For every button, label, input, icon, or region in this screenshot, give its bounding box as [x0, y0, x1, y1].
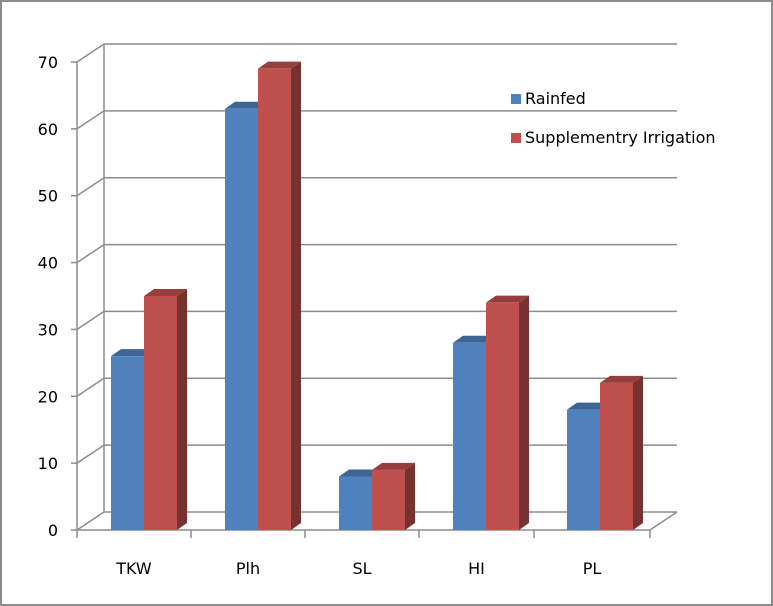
bar-side-face: [405, 462, 415, 530]
bar-front-face: [567, 409, 600, 530]
x-tick-label: Plh: [236, 559, 260, 578]
x-tick-label: TKW: [115, 559, 152, 578]
bar-top-face: [600, 375, 643, 383]
bar-top-face: [567, 402, 610, 410]
bar-top-face: [339, 469, 382, 477]
bar-front-face: [225, 108, 258, 531]
bar: [372, 462, 415, 530]
bar-front-face: [258, 68, 291, 530]
x-tick-label: PL: [583, 559, 602, 578]
legend-swatch: [511, 94, 521, 104]
bar-top-face: [486, 295, 529, 303]
y-tick-label: 40: [38, 254, 58, 273]
bar-top-face: [258, 61, 301, 69]
legend-label: Rainfed: [525, 89, 586, 108]
bar: [486, 295, 529, 530]
legend-swatch: [511, 133, 521, 143]
x-tick-label: SL: [352, 559, 371, 578]
bar-top-face: [225, 101, 268, 109]
bar-front-face: [111, 356, 144, 530]
x-tick-label: HI: [468, 559, 485, 578]
bar-front-face: [486, 302, 519, 530]
bar-side-face: [291, 61, 301, 530]
bar-side-face: [177, 289, 187, 530]
gridline-connector: [76, 43, 105, 63]
legend-item: Rainfed: [511, 89, 586, 108]
y-tick-label: 50: [38, 187, 58, 206]
bar-side-face: [519, 295, 529, 530]
bar-top-face: [453, 335, 496, 343]
legend-item: Supplementry Irrigation: [511, 128, 716, 147]
bar-top-face: [372, 462, 415, 470]
gridline-connector: [76, 310, 105, 331]
gridline-connector: [76, 243, 105, 264]
gridline-connector: [76, 444, 105, 464]
legend-label: Supplementry Irrigation: [525, 128, 716, 147]
bar-front-face: [453, 342, 486, 530]
bar-front-face: [144, 296, 177, 530]
gridline-connector: [76, 511, 105, 531]
bar-top-face: [144, 289, 187, 296]
y-tick-label: 0: [48, 521, 58, 540]
gridline-connector: [76, 177, 105, 197]
y-tick-label: 20: [38, 387, 58, 406]
bar: [600, 375, 643, 530]
y-tick-label: 70: [38, 53, 58, 72]
gridline-connector: [76, 110, 105, 130]
legend: Rainfed Supplementry Irrigation: [511, 89, 716, 147]
bar: [144, 289, 187, 530]
y-tick-label: 10: [38, 454, 58, 473]
bar-front-face: [600, 382, 633, 530]
bars: [111, 61, 643, 531]
bar-side-face: [633, 375, 643, 530]
bar: [258, 61, 301, 530]
y-tick-label: 30: [38, 320, 58, 339]
y-tick-labels: 0 10 20 30 40 50 60 70: [38, 53, 58, 540]
gridline-connector: [76, 377, 105, 397]
bar-front-face: [372, 469, 405, 530]
bar-front-face: [339, 476, 372, 530]
floor-right-edge: [649, 511, 678, 531]
bar-top-face: [111, 349, 154, 357]
y-tick-label: 60: [38, 120, 58, 139]
x-tick-labels: TKW Plh SL HI PL: [115, 559, 601, 578]
